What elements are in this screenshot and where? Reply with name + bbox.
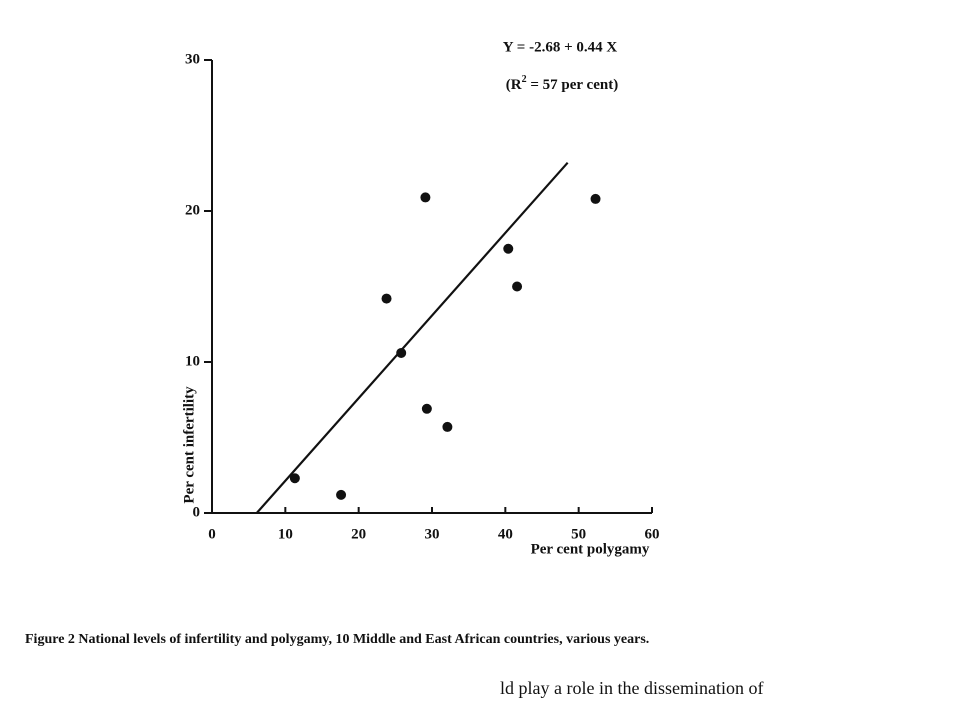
body-text: ld play a role in the dissemination of (500, 678, 763, 698)
point (442, 421, 453, 432)
x-tick-label: 20 (351, 526, 366, 542)
x-axis-label: Per cent polygamy (531, 541, 650, 557)
point (396, 347, 407, 358)
r-squared: (R2 = 57 per cent) (506, 74, 618, 93)
x-tick-label: 60 (645, 526, 660, 542)
y-axis-label: Per cent infertility (181, 386, 197, 504)
x-tick-label: 40 (498, 526, 513, 542)
point (289, 473, 300, 484)
point (381, 293, 392, 304)
point (503, 243, 514, 254)
y-tick-label: 30 (185, 51, 200, 67)
x-tick-label: 0 (208, 526, 216, 542)
trend-line (255, 161, 569, 514)
x-tick-label: 50 (571, 526, 586, 542)
x-tick-label: 30 (425, 526, 440, 542)
r-squared-text: (R (506, 77, 522, 93)
point (590, 193, 601, 204)
r-squared-text: = 57 per cent) (527, 77, 619, 93)
equation: Y = -2.68 + 0.44 X (503, 39, 618, 55)
point (420, 192, 431, 203)
point (421, 403, 432, 414)
r-squared-sup: 2 (522, 74, 527, 85)
x-tick-label: 10 (278, 526, 293, 542)
y-tick-label: 10 (185, 353, 200, 369)
point (336, 489, 347, 500)
point (512, 281, 523, 292)
y-tick-label: 0 (193, 504, 201, 520)
y-tick-label: 20 (185, 202, 200, 218)
caption: Figure 2 National levels of infertility … (25, 632, 649, 647)
